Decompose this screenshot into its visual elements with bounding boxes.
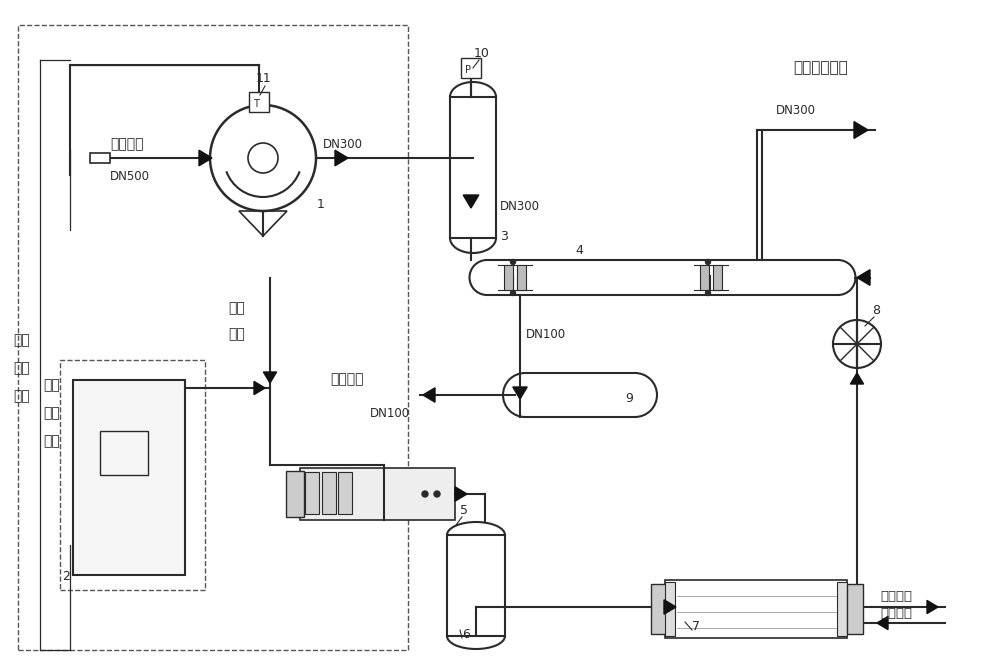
Text: 4: 4 (575, 244, 583, 257)
Text: 反馈: 反馈 (14, 361, 30, 375)
Polygon shape (263, 372, 277, 383)
Circle shape (511, 260, 516, 264)
Text: 6: 6 (462, 628, 470, 641)
Bar (665, 580, 847, 638)
Text: 信号: 信号 (44, 434, 60, 448)
Bar (249, 92, 269, 112)
Bar (837, 582, 847, 636)
Text: 5: 5 (460, 504, 468, 517)
Bar (713, 265, 722, 290)
Polygon shape (664, 600, 676, 614)
Polygon shape (463, 195, 479, 208)
Text: 冷却水进: 冷却水进 (880, 607, 912, 620)
Bar (73, 380, 185, 575)
Polygon shape (335, 150, 348, 166)
Bar (700, 265, 709, 290)
Bar (300, 468, 455, 520)
Bar (305, 472, 319, 514)
Text: 10: 10 (474, 47, 490, 60)
Polygon shape (199, 150, 212, 166)
Text: 2: 2 (62, 570, 70, 583)
Polygon shape (239, 211, 287, 236)
Bar (461, 58, 481, 78)
Text: 冷却水出: 冷却水出 (880, 590, 912, 603)
Circle shape (422, 491, 428, 497)
Text: 11: 11 (256, 72, 272, 85)
Polygon shape (927, 601, 938, 613)
Circle shape (434, 491, 440, 497)
Text: 压力: 压力 (14, 333, 30, 347)
Bar (90, 153, 110, 163)
Text: 信号: 信号 (229, 327, 245, 341)
Polygon shape (857, 270, 870, 285)
Text: DN100: DN100 (370, 407, 410, 420)
Bar (504, 265, 513, 290)
Polygon shape (455, 486, 467, 501)
Polygon shape (423, 388, 435, 402)
Text: 苯气入口: 苯气入口 (110, 137, 144, 151)
Text: 控制: 控制 (229, 301, 245, 315)
Text: P: P (465, 65, 471, 75)
Text: 洁净气排放口: 洁净气排放口 (793, 60, 848, 75)
Polygon shape (850, 373, 864, 384)
Polygon shape (877, 617, 888, 629)
Text: 7: 7 (692, 620, 700, 633)
Text: 9: 9 (625, 392, 633, 405)
Polygon shape (254, 381, 265, 395)
Bar (286, 471, 304, 517)
Text: 3: 3 (500, 230, 508, 243)
Text: T: T (253, 99, 259, 109)
Text: DN300: DN300 (500, 200, 540, 213)
Bar (322, 472, 336, 514)
Text: DN100: DN100 (526, 328, 566, 341)
Text: DN500: DN500 (110, 170, 150, 183)
Polygon shape (854, 121, 868, 138)
Circle shape (706, 260, 710, 264)
Text: 温度: 温度 (44, 378, 60, 392)
Text: 反馈: 反馈 (44, 406, 60, 420)
Bar (517, 265, 526, 290)
Text: 信号: 信号 (14, 389, 30, 403)
Bar (338, 472, 352, 514)
Bar (665, 582, 675, 636)
Polygon shape (513, 387, 527, 399)
Circle shape (706, 291, 710, 295)
Bar (100, 431, 148, 475)
Bar (847, 584, 863, 634)
Text: 液苯出口: 液苯出口 (330, 372, 364, 386)
Bar (60, 360, 205, 590)
Bar (651, 584, 667, 634)
Text: 1: 1 (317, 198, 325, 211)
Text: 8: 8 (872, 304, 880, 317)
Text: DN300: DN300 (776, 104, 816, 117)
Bar (18, 25, 408, 650)
Circle shape (511, 291, 516, 295)
Text: DN300: DN300 (323, 138, 363, 151)
